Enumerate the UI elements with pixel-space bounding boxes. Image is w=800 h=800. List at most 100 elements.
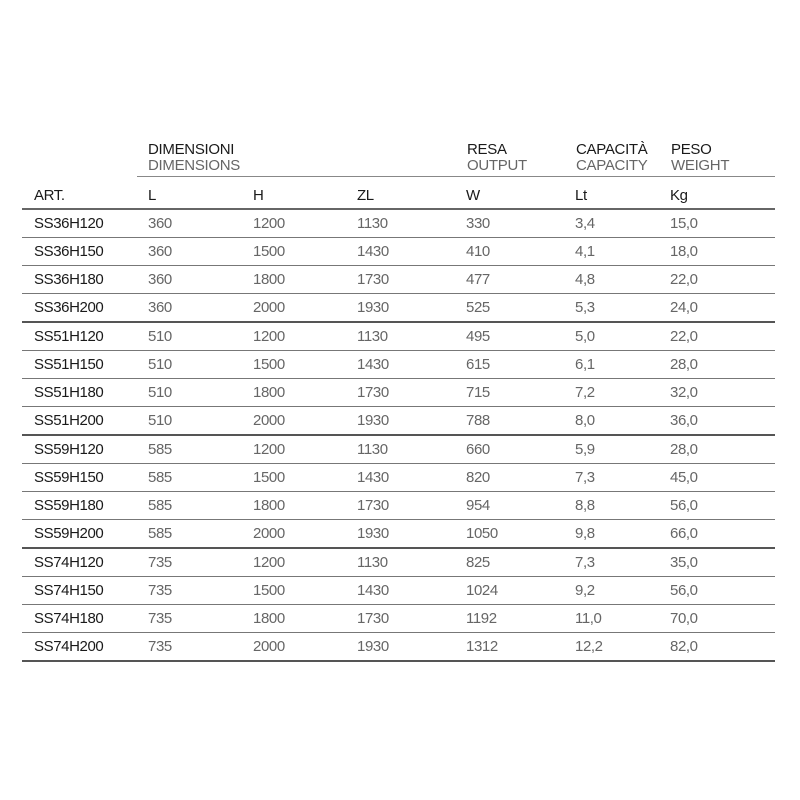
table-row: SS36H120 360 1200 1130 330 3,4 15,0 <box>22 209 775 238</box>
cell-lt: 5,0 <box>575 322 670 351</box>
cell-kg: 32,0 <box>670 378 775 407</box>
cell-l: 510 <box>148 350 253 379</box>
cell-h: 1800 <box>253 378 357 407</box>
cell-kg: 82,0 <box>670 632 775 662</box>
cell-art: SS51H120 <box>22 322 148 351</box>
cell-zl: 1130 <box>357 548 466 577</box>
cell-h: 1500 <box>253 237 357 266</box>
cell-art: SS59H150 <box>22 463 148 492</box>
table-row: SS36H150 360 1500 1430 410 4,1 18,0 <box>22 237 775 266</box>
cell-lt: 6,1 <box>575 350 670 379</box>
cell-lt: 7,2 <box>575 378 670 407</box>
cell-h: 1800 <box>253 604 357 633</box>
cell-kg: 66,0 <box>670 519 775 549</box>
cell-l: 360 <box>148 209 253 238</box>
table-row: SS36H200 360 2000 1930 525 5,3 24,0 <box>22 293 775 323</box>
cell-art: SS59H200 <box>22 519 148 549</box>
cell-zl: 1130 <box>357 435 466 464</box>
cell-h: 1500 <box>253 576 357 605</box>
cell-h: 1500 <box>253 463 357 492</box>
cell-w: 1024 <box>466 576 575 605</box>
header-divider <box>137 176 775 177</box>
table-row: SS59H200 585 2000 1930 1050 9,8 66,0 <box>22 519 775 549</box>
cell-lt: 12,2 <box>575 632 670 662</box>
table-row: SS74H120 735 1200 1130 825 7,3 35,0 <box>22 548 775 577</box>
table-row: SS51H180 510 1800 1730 715 7,2 32,0 <box>22 378 775 407</box>
cell-w: 820 <box>466 463 575 492</box>
cell-art: SS74H150 <box>22 576 148 605</box>
column-header-art: ART. <box>22 182 148 210</box>
cell-zl: 1130 <box>357 322 466 351</box>
cell-lt: 8,8 <box>575 491 670 520</box>
cell-zl: 1930 <box>357 406 466 436</box>
cell-lt: 4,8 <box>575 265 670 294</box>
cell-h: 2000 <box>253 293 357 323</box>
cell-lt: 5,3 <box>575 293 670 323</box>
cell-lt: 11,0 <box>575 604 670 633</box>
cell-l: 585 <box>148 463 253 492</box>
cell-art: SS36H200 <box>22 293 148 323</box>
cell-h: 1500 <box>253 350 357 379</box>
cell-art: SS74H120 <box>22 548 148 577</box>
table-row: SS59H180 585 1800 1730 954 8,8 56,0 <box>22 491 775 520</box>
capacity-label-it: CAPACITÀ <box>576 141 648 158</box>
cell-zl: 1730 <box>357 491 466 520</box>
table-row: SS59H150 585 1500 1430 820 7,3 45,0 <box>22 463 775 492</box>
cell-w: 1050 <box>466 519 575 549</box>
cell-kg: 56,0 <box>670 576 775 605</box>
cell-zl: 1730 <box>357 265 466 294</box>
cell-w: 1312 <box>466 632 575 662</box>
table-row: SS36H180 360 1800 1730 477 4,8 22,0 <box>22 265 775 294</box>
cell-art: SS51H180 <box>22 378 148 407</box>
cell-kg: 28,0 <box>670 350 775 379</box>
cell-lt: 7,3 <box>575 548 670 577</box>
cell-l: 510 <box>148 322 253 351</box>
product-table: ART. L H ZL W Lt Kg SS36H120 360 1200 1130 330 3,4 1… <box>22 182 775 662</box>
cell-art: SS36H150 <box>22 237 148 266</box>
dimensions-label-en: DIMENSIONS <box>148 157 241 174</box>
dimensions-label-it: DIMENSIONI <box>148 141 235 158</box>
cell-w: 495 <box>466 322 575 351</box>
cell-zl: 1430 <box>357 350 466 379</box>
cell-art: SS74H180 <box>22 604 148 633</box>
cell-art: SS51H200 <box>22 406 148 436</box>
cell-zl: 1430 <box>357 237 466 266</box>
cell-l: 585 <box>148 491 253 520</box>
table-row: SS74H150 735 1500 1430 1024 9,2 56,0 <box>22 576 775 605</box>
cell-kg: 70,0 <box>670 604 775 633</box>
cell-w: 825 <box>466 548 575 577</box>
weight-label-en: WEIGHT <box>671 157 730 174</box>
table-row: SS74H180 735 1800 1730 1192 11,0 70,0 <box>22 604 775 633</box>
table-row: SS51H150 510 1500 1430 615 6,1 28,0 <box>22 350 775 379</box>
cell-kg: 56,0 <box>670 491 775 520</box>
cell-l: 735 <box>148 576 253 605</box>
capacity-header: CAPACITÀ CAPACITY <box>576 142 648 174</box>
cell-lt: 5,9 <box>575 435 670 464</box>
cell-zl: 1730 <box>357 378 466 407</box>
cell-kg: 24,0 <box>670 293 775 323</box>
cell-h: 1800 <box>253 491 357 520</box>
table-row: SS51H120 510 1200 1130 495 5,0 22,0 <box>22 322 775 351</box>
cell-lt: 3,4 <box>575 209 670 238</box>
cell-l: 585 <box>148 435 253 464</box>
cell-art: SS36H120 <box>22 209 148 238</box>
cell-kg: 36,0 <box>670 406 775 436</box>
output-header: RESA OUTPUT <box>467 142 527 174</box>
column-header-l: L <box>148 182 253 210</box>
cell-w: 1192 <box>466 604 575 633</box>
cell-w: 660 <box>466 435 575 464</box>
cell-w: 954 <box>466 491 575 520</box>
cell-h: 2000 <box>253 406 357 436</box>
weight-label-it: PESO <box>671 141 712 158</box>
cell-w: 477 <box>466 265 575 294</box>
table-body: SS36H120 360 1200 1130 330 3,4 15,0 SS36H150 360… <box>22 209 775 662</box>
cell-l: 735 <box>148 632 253 662</box>
output-label-en: OUTPUT <box>467 157 527 174</box>
column-header-kg: Kg <box>670 182 775 210</box>
cell-art: SS74H200 <box>22 632 148 662</box>
table-row: SS51H200 510 2000 1930 788 8,0 36,0 <box>22 406 775 436</box>
cell-kg: 15,0 <box>670 209 775 238</box>
cell-h: 1200 <box>253 435 357 464</box>
cell-kg: 18,0 <box>670 237 775 266</box>
cell-l: 735 <box>148 604 253 633</box>
